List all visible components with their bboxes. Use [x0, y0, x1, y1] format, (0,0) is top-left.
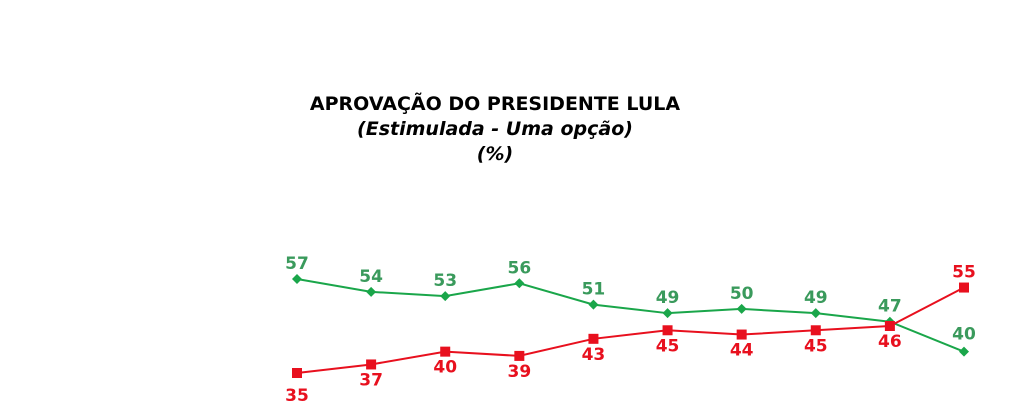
- chart-unit: (%): [476, 143, 514, 165]
- series-1-point: [366, 286, 377, 297]
- series-2-line: [296, 286, 965, 374]
- data-label: 45: [656, 336, 680, 356]
- data-label: 46: [878, 332, 902, 352]
- series-2-point: [292, 368, 302, 378]
- series-1-point: [440, 291, 451, 302]
- data-label: 40: [433, 358, 457, 378]
- series-1-point: [514, 278, 525, 289]
- data-label: 43: [582, 345, 606, 365]
- data-label: 40: [952, 325, 976, 345]
- series-2-point: [810, 325, 821, 336]
- series-1-point: [662, 308, 673, 319]
- chart-title: APROVAÇÃO DO PRESIDENTE LULA: [309, 93, 681, 115]
- data-label: 55: [952, 263, 976, 283]
- chart-titles: APROVAÇÃO DO PRESIDENTE LULA (Estimulada…: [0, 92, 990, 167]
- series-1-point: [588, 299, 599, 310]
- series-1-point: [736, 303, 747, 314]
- data-label: 50: [730, 284, 754, 304]
- data-label: 39: [507, 362, 531, 382]
- chart-subtitle: (Estimulada - Uma opção): [357, 118, 633, 140]
- data-label: 49: [804, 288, 828, 308]
- series-2-point: [366, 359, 377, 370]
- series-2-point: [662, 325, 673, 336]
- series-2-point: [440, 346, 451, 357]
- data-label: 44: [730, 341, 754, 361]
- series-2-point: [884, 321, 895, 331]
- series-1-point: [959, 346, 969, 357]
- data-label: 54: [359, 267, 383, 287]
- data-label: 51: [582, 280, 606, 300]
- series-2-point: [959, 282, 969, 293]
- data-label: 45: [804, 336, 828, 356]
- data-label: 57: [285, 254, 309, 274]
- series-1-point: [810, 308, 821, 319]
- data-label: 56: [507, 258, 531, 278]
- series-2-point: [736, 329, 747, 340]
- series-1-line: [296, 278, 965, 353]
- series-2-point: [588, 333, 599, 344]
- data-label: 49: [656, 288, 680, 308]
- data-label: 53: [433, 271, 457, 291]
- series-1-point: [292, 274, 302, 284]
- data-label: 47: [878, 297, 902, 317]
- data-label: 35: [285, 386, 309, 403]
- data-label: 37: [359, 370, 383, 390]
- series-2-point: [514, 350, 525, 361]
